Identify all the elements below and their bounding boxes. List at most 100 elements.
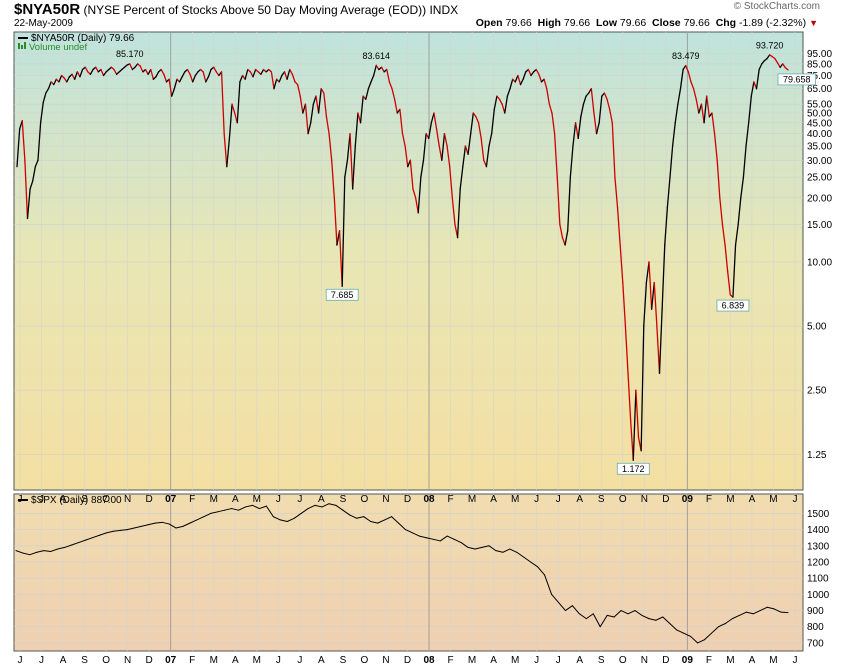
spx-segment	[147, 522, 156, 526]
nya50r-segment	[493, 95, 498, 111]
lower-x-tick-label: J	[534, 655, 539, 666]
spx-segment	[446, 535, 455, 540]
nya50r-segment	[472, 112, 477, 118]
spx-segment	[516, 551, 525, 558]
nya50r-segment	[365, 88, 370, 100]
lower-x-tick-label: S	[598, 655, 605, 666]
nya50r-segment	[296, 83, 301, 97]
annotation-box	[777, 73, 816, 86]
nya50r-segment	[713, 132, 718, 161]
nya50r-segment	[189, 73, 194, 83]
spx-segment	[745, 611, 754, 615]
nya50r-segment	[606, 98, 611, 111]
nya50r-segment	[538, 73, 543, 83]
nya50r-segment	[451, 197, 456, 226]
nya50r-segment	[530, 71, 535, 77]
nya50r-segment	[706, 95, 710, 118]
nya50r-segment	[430, 112, 435, 124]
upper-x-tick-label: A	[576, 494, 583, 505]
ohlc-readout: Open 79.66 High 79.66 Low 79.66 Close 79…	[476, 17, 818, 29]
nya50r-segment	[63, 77, 68, 83]
lower-x-tick-label: J	[276, 655, 281, 666]
spx-segment	[697, 639, 706, 644]
nya50r-segment	[359, 95, 364, 124]
upper-x-tick-label: O	[619, 494, 627, 505]
upper-x-tick-label: O	[361, 494, 369, 505]
upper-x-tick-label: S	[81, 494, 88, 505]
annotation-label: 1.172	[622, 464, 645, 474]
lower-x-tick-label: 07	[165, 655, 177, 666]
spx-segment	[272, 516, 281, 521]
nya50r-segment	[627, 372, 632, 422]
lower-panel: 700 800 900 1000 1100 1200 1300 1400 1500 $SPX (D…	[13, 493, 830, 652]
lower-y-tick-label: 1400	[807, 525, 830, 536]
nya50r-segment	[590, 88, 595, 114]
nya50r-segment	[286, 68, 291, 80]
lower-y-tick-label: 1500	[807, 509, 830, 520]
upper-y-tick-label: 85.00	[807, 59, 832, 70]
spx-segment	[773, 608, 782, 613]
upper-x-tick-label: A	[490, 494, 497, 505]
nya50r-segment	[341, 176, 346, 287]
nya50r-segment	[656, 325, 661, 374]
spx-segment	[50, 548, 59, 552]
low-label: Low	[596, 17, 617, 29]
volume-bar-icon	[18, 43, 20, 49]
chg-value: -1.89 (-2.32%)	[739, 17, 807, 29]
spx-segment	[133, 525, 142, 529]
lower-x-tick-label: M	[210, 655, 218, 666]
nya50r-segment	[514, 74, 519, 83]
nya50r-segment	[74, 71, 78, 80]
nya50r-segment	[349, 132, 354, 190]
spx-segment	[669, 622, 678, 631]
nya50r-segment	[173, 78, 178, 90]
nya50r-segment	[732, 244, 737, 298]
spx-segment	[585, 613, 594, 620]
upper-y-tick-label: 1.25	[807, 450, 827, 461]
open-value: 79.66	[505, 17, 532, 29]
upper-x-tick-label: J	[39, 494, 44, 505]
nya50r-segment	[375, 64, 380, 71]
upper-x-tick-label: J	[297, 494, 302, 505]
annotation-box	[616, 462, 650, 475]
spx-segment	[592, 613, 601, 628]
spx-segment	[71, 542, 80, 546]
nya50r-segment	[443, 132, 448, 147]
spx-segment	[175, 525, 184, 529]
upper-x-tick-label: D	[146, 494, 153, 505]
nya50r-segment	[270, 71, 275, 90]
nya50r-segment	[260, 68, 265, 75]
nya50r-segment	[682, 64, 687, 71]
nya50r-segment	[207, 68, 212, 78]
spx-segment	[377, 519, 386, 524]
chart-title: $NYA50R (NYSE Percent of Stocks Above 50…	[14, 1, 458, 18]
spx-segment	[112, 529, 121, 532]
nya50r-segment	[724, 244, 729, 273]
spx-segment	[488, 545, 497, 552]
spx-segment	[731, 614, 740, 620]
spx-segment	[168, 523, 177, 529]
spx-segment	[620, 610, 629, 615]
spx-segment	[453, 538, 462, 544]
lower-y-tick-label: 700	[807, 638, 824, 649]
nya50r-segment	[239, 74, 244, 83]
nya50r-segment	[687, 71, 692, 83]
spx-segment	[571, 605, 580, 615]
spx-segment	[98, 532, 107, 536]
spx-segment	[391, 516, 400, 524]
nya50r-segment	[307, 122, 312, 135]
spx-segment	[752, 610, 761, 615]
spx-segment	[648, 618, 657, 621]
nya50r-segment	[569, 145, 574, 178]
spx-segment	[217, 509, 226, 513]
upper-x-tick-label: A	[749, 494, 756, 505]
nya50r-segment	[766, 54, 771, 60]
nya50r-segment	[582, 95, 587, 105]
nya50r-segment	[603, 92, 608, 100]
upper-y-tick-label: 65.00	[807, 84, 832, 95]
spx-segment	[557, 601, 566, 612]
nya50r-segment	[249, 71, 254, 78]
lower-x-tick-label: J	[39, 655, 44, 666]
nya50r-segment	[66, 76, 71, 83]
nya50r-segment	[26, 188, 31, 220]
